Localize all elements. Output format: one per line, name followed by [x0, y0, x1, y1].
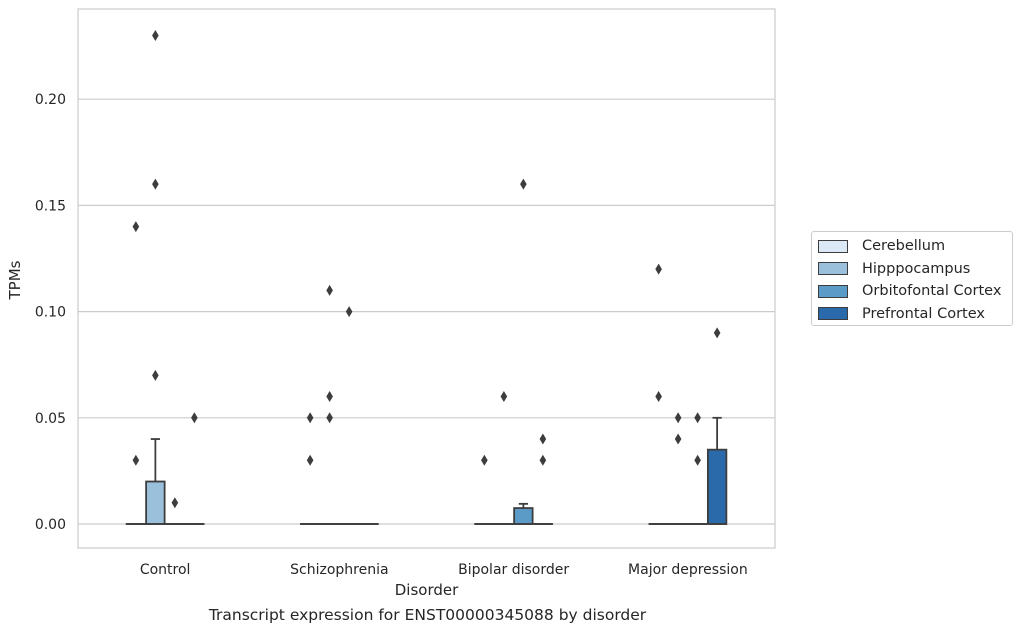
plot-frame	[77, 8, 776, 549]
outlier-point	[694, 454, 701, 466]
outlier-point	[152, 178, 159, 190]
outlier-point	[674, 412, 682, 424]
outlier-point	[539, 454, 547, 466]
outlier-point	[326, 391, 333, 403]
box-layer	[125, 29, 728, 525]
box-group	[493, 391, 515, 525]
box-group	[125, 221, 147, 525]
outlier-point	[152, 369, 159, 381]
x-tick-label: Bipolar disorder	[458, 562, 569, 578]
y-tick-label: 0.00	[35, 517, 66, 533]
outlier-point	[326, 412, 333, 424]
x-tick-labels: Control Schizophrenia Bipolar disorder Majo…	[140, 562, 748, 578]
legend-swatch	[818, 284, 848, 298]
box-group	[667, 412, 689, 525]
outlier-point	[191, 412, 198, 424]
x-tick-label: Major depression	[628, 562, 748, 578]
legend-label: Hipppocampus	[862, 260, 971, 277]
outlier-point	[500, 391, 508, 403]
outlier-point	[539, 433, 547, 445]
outlier-point	[713, 327, 721, 339]
legend-item-hippocampus: Hipppocampus	[818, 258, 1012, 281]
outlier-point	[132, 221, 140, 233]
legend-swatch	[818, 307, 848, 321]
box-group	[164, 497, 186, 525]
legend-label: Orbitofontal Cortex	[862, 283, 1002, 300]
legend-label: Cerebellum	[862, 238, 946, 255]
box-group	[706, 327, 728, 525]
outlier-point	[655, 263, 662, 275]
outlier-point	[132, 454, 140, 466]
outlier-point	[306, 454, 314, 466]
legend-item-orbitofrontal-cortex: Orbitofontal Cortex	[818, 280, 1012, 303]
y-tick-label: 0.10	[35, 305, 66, 321]
legend: Cerebellum Hipppocampus Orbitofontal Cor…	[811, 231, 1013, 326]
outlier-point	[306, 412, 314, 424]
x-tick-label: Control	[140, 562, 191, 578]
outlier-point	[345, 306, 353, 318]
outlier-point	[694, 412, 701, 424]
box-group	[687, 412, 708, 525]
grid-lines	[78, 98, 775, 525]
box	[145, 480, 166, 525]
chart-caption: Transcript expression for ENST0000034508…	[208, 606, 647, 624]
box-group	[319, 284, 340, 525]
box-group	[338, 306, 360, 525]
outlier-point	[520, 178, 527, 190]
outlier-point	[171, 497, 179, 509]
outlier-point	[674, 433, 682, 445]
legend-item-cerebellum: Cerebellum	[818, 235, 1012, 258]
outlier-point	[326, 284, 333, 296]
y-tick-label: 0.05	[35, 411, 66, 427]
outlier-point	[152, 29, 159, 41]
box	[706, 448, 728, 525]
legend-swatch	[818, 239, 848, 253]
legend-label: Prefrontal Cortex	[862, 305, 985, 322]
y-tick-label: 0.15	[35, 198, 66, 214]
box-group	[513, 178, 534, 525]
box	[513, 507, 534, 525]
y-axis-title: TPMs	[6, 260, 24, 300]
outlier-point	[481, 454, 488, 466]
box-group	[532, 433, 554, 525]
box-group	[145, 29, 166, 525]
y-tick-label: 0.20	[35, 92, 66, 108]
box-group	[474, 454, 495, 525]
legend-item-prefrontal-cortex: Prefrontal Cortex	[818, 303, 1012, 326]
x-axis-title: Disorder	[395, 581, 459, 599]
y-tick-labels: 0.00 0.05 0.10 0.15 0.20	[35, 92, 66, 533]
box-group	[299, 412, 321, 525]
outlier-point	[655, 391, 662, 403]
box-group	[184, 412, 205, 525]
box-group	[648, 263, 669, 525]
x-tick-label: Schizophrenia	[290, 562, 388, 578]
legend-swatch	[818, 262, 848, 276]
